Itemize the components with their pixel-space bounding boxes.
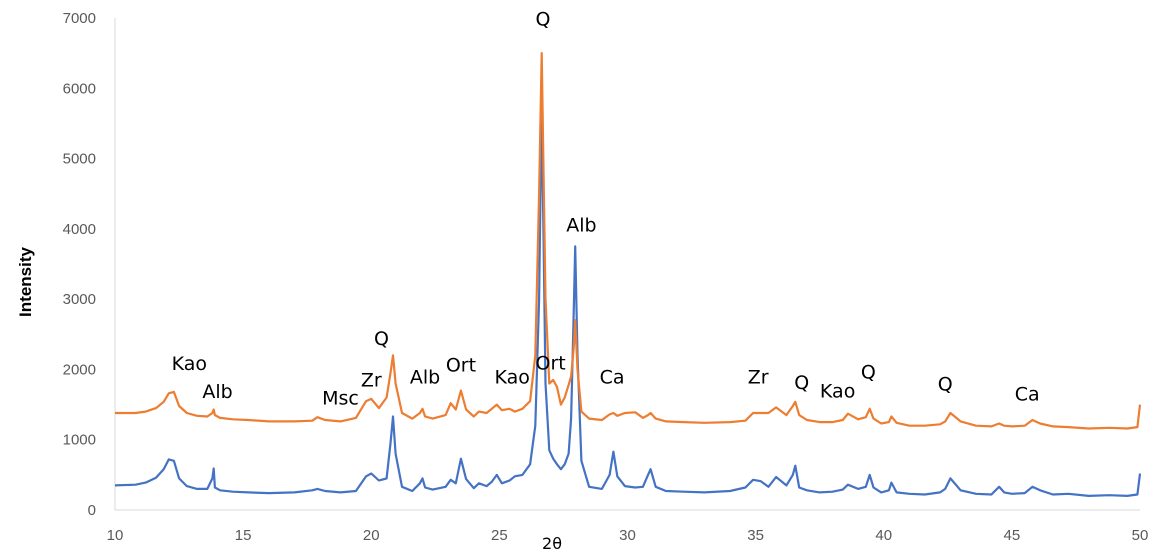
y-tick-label: 0 [88, 502, 96, 519]
y-tick-label: 7000 [63, 10, 96, 27]
peak-annotation: Ort [446, 355, 476, 377]
y-axis-label: Intensity [16, 247, 35, 317]
peak-annotation: Ort [536, 352, 566, 374]
peak-annotation: Zr [361, 369, 382, 391]
x-tick-label: 30 [619, 527, 636, 544]
axes-layer [114, 18, 1140, 511]
y-tick-label: 1000 [63, 432, 96, 449]
y-tick-labels: 0 1000 2000 3000 4000 5000 6000 7000 [63, 10, 96, 519]
series-layer [114, 52, 1142, 497]
peak-annotation: Q [861, 362, 876, 384]
peak-annotation: Kao [820, 381, 855, 403]
peak-annotation: Kao [494, 366, 529, 388]
peak-annotation: Zr [748, 366, 769, 388]
x-tick-labels: 10 15 20 25 30 35 40 45 50 [107, 527, 1149, 544]
peak-annotation: Q [794, 372, 809, 394]
x-tick-label: 25 [491, 527, 508, 544]
peak-annotation: Msc [322, 388, 359, 410]
x-tick-label: 40 [875, 527, 892, 544]
peak-annotation: Alb [566, 215, 596, 237]
x-tick-label: 35 [747, 527, 764, 544]
y-tick-label: 3000 [63, 291, 96, 308]
x-tick-label: 10 [107, 527, 124, 544]
peak-annotation: Q [938, 374, 953, 396]
series-line-1 [114, 101, 1142, 497]
peak-annotation: Ca [600, 366, 625, 388]
series-line-2 [115, 52, 1142, 430]
y-tick-label: 2000 [63, 361, 96, 378]
x-tick-label: 45 [1004, 527, 1021, 544]
peak-annotation: Kao [172, 353, 207, 375]
x-axis-label: 2θ [542, 534, 562, 553]
peak-annotation: Alb [410, 366, 440, 388]
y-tick-label: 6000 [63, 80, 96, 97]
x-tick-label: 15 [235, 527, 252, 544]
y-tick-label: 5000 [63, 151, 96, 168]
peak-annotation: Q [374, 328, 389, 350]
x-tick-label: 50 [1132, 527, 1149, 544]
x-tick-label: 20 [363, 527, 380, 544]
peak-annotation: Q [535, 9, 550, 31]
peak-annotation: Alb [202, 381, 232, 403]
peak-annotation: Ca [1015, 383, 1040, 405]
y-tick-label: 4000 [63, 221, 96, 238]
